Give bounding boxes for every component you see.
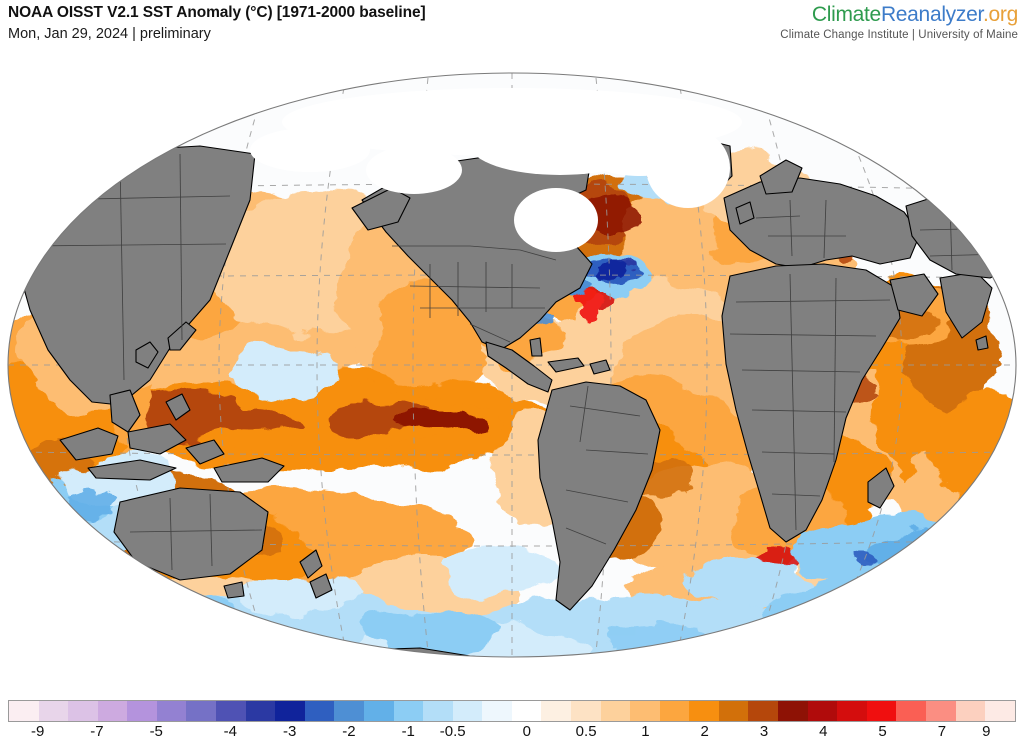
colorbar-tick: 0.5: [575, 723, 597, 740]
ice-chukchi: [250, 128, 370, 172]
colorbar-band: [985, 701, 1015, 721]
colorbar-band: [423, 701, 453, 721]
colorbar-band: [748, 701, 779, 721]
land-java: [87, 459, 177, 481]
colorbar-band: [245, 701, 276, 721]
land-indochina: [109, 389, 141, 433]
land-sri-lanka: [975, 335, 989, 351]
colorbar-band: [452, 701, 483, 721]
colorbar-band: [186, 701, 217, 721]
land-scandinavia: [759, 159, 803, 195]
colorbar-band: [837, 701, 867, 721]
colorbar-gradient[interactable]: [8, 700, 1016, 722]
colorbar-tick: 4: [819, 723, 828, 740]
colorbar-tick: 0: [522, 723, 531, 740]
land-new-zealand-north: [299, 549, 323, 579]
colorbar-band: [718, 701, 749, 721]
colorbar-band: [363, 701, 394, 721]
colorbar-band: [630, 701, 660, 721]
land-sumatra: [59, 427, 119, 461]
colorbar-tick: 7: [937, 723, 947, 740]
land-arabia: [889, 273, 939, 317]
map-globe-content: [8, 73, 1016, 657]
land-africa: [721, 263, 901, 543]
land-borneo: [127, 423, 187, 455]
land-new-zealand-south: [309, 573, 333, 599]
land-philippines: [165, 393, 191, 421]
colorbar-band: [38, 701, 69, 721]
climate-reanalyzer-logo[interactable]: ClimateReanalyzer.org Climate Change Ins…: [780, 3, 1018, 43]
colorbar-band: [304, 701, 335, 721]
land-korea: [135, 341, 159, 369]
colorbar-tick: 2: [700, 723, 709, 740]
colorbar-tick: -5: [149, 723, 163, 740]
page-header: NOAA OISST V2.1 SST Anomaly (°C) [1971-2…: [0, 0, 1024, 52]
colorbar-band: [9, 701, 39, 721]
colorbar-band: [600, 701, 631, 721]
political-borders: [29, 153, 1011, 571]
sst-anomaly-map[interactable]: [0, 50, 1024, 680]
colorbar-band: [156, 701, 187, 721]
colorbar-band: [807, 701, 838, 721]
land-british-isles: [735, 201, 755, 225]
colorbar-band: [541, 701, 571, 721]
logo-affiliation: Climate Change Institute | University of…: [780, 29, 1018, 41]
colorbar-tick: -2: [342, 723, 356, 740]
colorbar-band: [97, 701, 128, 721]
colorbar-band: [511, 701, 542, 721]
ice-cover: [250, 88, 742, 252]
colorbar-tick: -0.5: [439, 723, 466, 740]
land-sulawesi: [185, 439, 225, 465]
land-europe: [723, 177, 921, 269]
logo-part-org: .org: [983, 3, 1018, 26]
ice-hudson-bay: [514, 188, 598, 252]
colorbar-tick: -1: [401, 723, 415, 740]
colorbar-tick: -4: [223, 723, 238, 740]
ice-greenland-sheet: [646, 128, 730, 208]
colorbar-band: [896, 701, 926, 721]
land-mexico-central-america: [485, 341, 553, 393]
land-madagascar: [867, 467, 895, 509]
logo-part-reanalyzer: Reanalyzer: [880, 3, 983, 26]
logo-wordmark: ClimateReanalyzer.org: [780, 3, 1018, 27]
colorbar-band: [955, 701, 986, 721]
colorbar-band: [925, 701, 956, 721]
colorbar-band: [334, 701, 364, 721]
colorbar-band: [570, 701, 601, 721]
colorbar-band: [689, 701, 719, 721]
colorbar-band: [659, 701, 690, 721]
colorbar-tick: -3: [282, 723, 297, 740]
colorbar-band: [275, 701, 305, 721]
logo-part-climate: Climate: [811, 3, 881, 26]
land-alaska: [351, 187, 411, 231]
colorbar-tick: -7: [90, 723, 104, 740]
page-subtitle: Mon, Jan 29, 2024 | preliminary: [8, 26, 211, 42]
colorbar-tick-labels: -9 -7 -5 -4 -3 -2 -1 -0.5 0 0.5 1 2 3 4 5 7 9: [8, 723, 1016, 740]
land-florida: [529, 337, 543, 357]
colorbar-tick: 5: [878, 723, 887, 740]
colorbar-tick: 1: [641, 723, 650, 740]
map-frame-outline: [7, 72, 1017, 658]
colorbar-band: [778, 701, 808, 721]
colorbar-legend[interactable]: -9 -7 -5 -4 -3 -2 -1 -0.5 0 0.5 1 2 3 4 5 7 9: [0, 694, 1024, 740]
land-australia: [113, 487, 269, 581]
page-title: NOAA OISST V2.1 SST Anomaly (°C) [1971-2…: [8, 4, 426, 21]
land-hispaniola: [589, 359, 611, 375]
colorbar-tick: -9: [30, 723, 45, 740]
colorbar-band: [216, 701, 246, 721]
colorbar-band: [68, 701, 98, 721]
colorbar-band: [866, 701, 897, 721]
colorbar-band: [127, 701, 157, 721]
colorbar-band: [393, 701, 424, 721]
colorbar-tick: 3: [759, 723, 769, 740]
land-tasmania: [223, 581, 245, 599]
land-new-guinea: [213, 457, 285, 483]
world-map-panel: [0, 50, 1024, 680]
colorbar-tick: 9: [982, 723, 991, 740]
land-cuba: [547, 357, 585, 373]
colorbar-band: [482, 701, 512, 721]
ice-beaufort: [366, 146, 462, 194]
